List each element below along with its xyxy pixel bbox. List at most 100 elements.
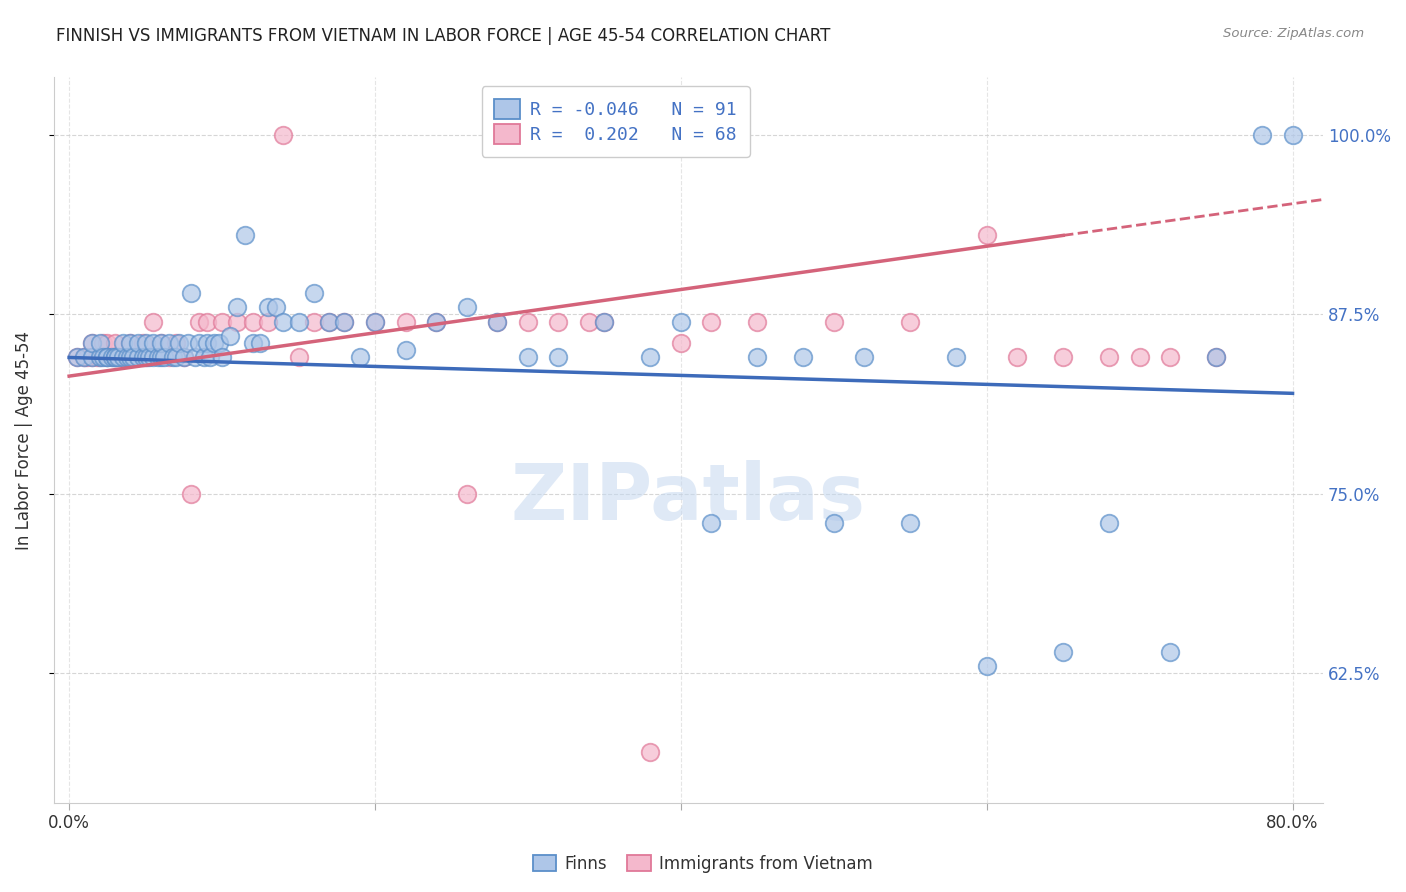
Point	[142, 336, 165, 351]
Point	[167, 336, 190, 351]
Point	[318, 314, 340, 328]
Point	[1007, 351, 1029, 365]
Point	[287, 314, 309, 328]
Point	[188, 314, 211, 328]
Point	[394, 314, 416, 328]
Point	[173, 351, 195, 365]
Point	[73, 351, 96, 365]
Point	[135, 351, 157, 365]
Point	[333, 314, 356, 328]
Point	[91, 336, 114, 351]
Point	[107, 351, 129, 365]
Point	[364, 314, 387, 328]
Point	[120, 351, 142, 365]
Point	[80, 336, 103, 351]
Text: FINNISH VS IMMIGRANTS FROM VIETNAM IN LABOR FORCE | AGE 45-54 CORRELATION CHART: FINNISH VS IMMIGRANTS FROM VIETNAM IN LA…	[56, 27, 831, 45]
Point	[669, 314, 692, 328]
Point	[122, 351, 145, 365]
Point	[66, 351, 89, 365]
Point	[638, 351, 661, 365]
Point	[165, 336, 187, 351]
Point	[1098, 351, 1121, 365]
Point	[122, 351, 145, 365]
Point	[853, 351, 876, 365]
Point	[142, 351, 165, 365]
Point	[976, 659, 998, 673]
Point	[80, 336, 103, 351]
Point	[638, 745, 661, 759]
Point	[1052, 645, 1074, 659]
Point	[364, 314, 387, 328]
Point	[1205, 351, 1227, 365]
Point	[318, 314, 340, 328]
Point	[669, 336, 692, 351]
Point	[945, 351, 967, 365]
Text: Source: ZipAtlas.com: Source: ZipAtlas.com	[1223, 27, 1364, 40]
Point	[107, 351, 129, 365]
Point	[135, 336, 157, 351]
Point	[149, 351, 172, 365]
Point	[104, 351, 127, 365]
Point	[180, 285, 202, 300]
Point	[898, 314, 921, 328]
Point	[89, 351, 111, 365]
Point	[202, 336, 225, 351]
Point	[302, 314, 325, 328]
Point	[547, 314, 569, 328]
Point	[96, 351, 118, 365]
Point	[89, 351, 111, 365]
Point	[333, 314, 356, 328]
Point	[96, 351, 118, 365]
Point	[86, 351, 108, 365]
Point	[96, 351, 118, 365]
Point	[747, 314, 769, 328]
Point	[1205, 351, 1227, 365]
Point	[271, 314, 294, 328]
Point	[226, 300, 249, 314]
Point	[1129, 351, 1152, 365]
Point	[1159, 645, 1181, 659]
Point	[264, 300, 287, 314]
Point	[138, 351, 160, 365]
Point	[131, 336, 153, 351]
Point	[394, 343, 416, 358]
Point	[425, 314, 447, 328]
Point	[747, 351, 769, 365]
Point	[208, 336, 231, 351]
Point	[153, 351, 176, 365]
Point	[183, 351, 205, 365]
Point	[89, 336, 111, 351]
Point	[101, 351, 124, 365]
Point	[1052, 351, 1074, 365]
Point	[165, 351, 187, 365]
Point	[287, 351, 309, 365]
Point	[823, 516, 845, 530]
Point	[91, 351, 114, 365]
Point	[115, 351, 138, 365]
Point	[173, 351, 195, 365]
Point	[157, 336, 180, 351]
Point	[700, 516, 723, 530]
Point	[486, 314, 509, 328]
Point	[157, 351, 180, 365]
Point	[104, 351, 127, 365]
Point	[976, 228, 998, 243]
Point	[302, 285, 325, 300]
Point	[898, 516, 921, 530]
Point	[593, 314, 616, 328]
Point	[486, 314, 509, 328]
Point	[257, 314, 280, 328]
Point	[80, 351, 103, 365]
Text: ZIPatlas: ZIPatlas	[510, 460, 866, 536]
Legend: Finns, Immigrants from Vietnam: Finns, Immigrants from Vietnam	[526, 848, 880, 880]
Point	[547, 351, 569, 365]
Point	[578, 314, 600, 328]
Point	[271, 128, 294, 142]
Point	[177, 336, 200, 351]
Legend: R = -0.046   N = 91, R =  0.202   N = 68: R = -0.046 N = 91, R = 0.202 N = 68	[482, 87, 749, 157]
Point	[142, 314, 165, 328]
Point	[195, 314, 218, 328]
Point	[76, 351, 98, 365]
Point	[80, 351, 103, 365]
Point	[162, 351, 184, 365]
